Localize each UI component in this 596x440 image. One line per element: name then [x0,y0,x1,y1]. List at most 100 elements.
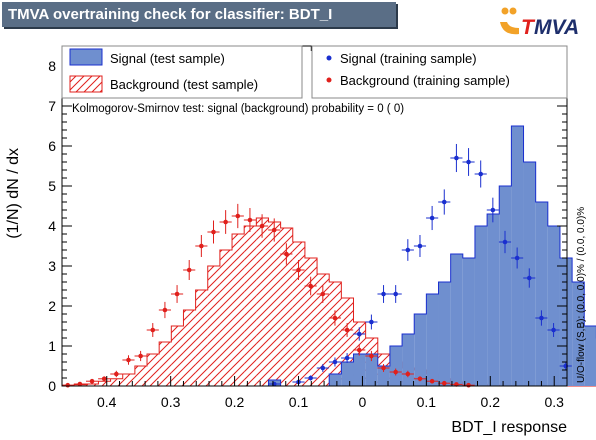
data-point [462,148,475,176]
data-point [328,357,342,367]
hist-bin [98,381,111,386]
hist-bin [244,226,257,386]
hist-bin [195,290,208,386]
data-point [389,285,402,303]
data-point [170,285,184,303]
data-point [110,370,123,378]
data-point [304,375,317,381]
hist-bin [402,334,415,386]
hist-bin [122,374,135,386]
legend-marker-signal-training [326,55,332,61]
hist-bin [110,378,123,386]
data-point [341,323,354,337]
y-tick-label: 8 [48,58,56,74]
hist-bin [292,242,305,386]
data-point [438,189,451,215]
data-point [450,143,463,173]
overflow-label: U/O-flow (S,B): (0.0, 0.0)% / (0.0, 0.0)… [576,207,587,383]
hist-bin [572,282,585,386]
data-point [401,370,414,378]
data-point [292,259,305,281]
x-tick-label: 0.3 [161,394,181,410]
data-point [365,350,378,362]
y-tick-label: 6 [48,138,56,154]
data-point [523,268,536,288]
logo-arc [500,22,519,35]
data-point [243,208,257,232]
hist-bin [535,202,548,386]
legend-label-signal-test: Signal (test sample) [110,51,225,66]
hist-bin [329,374,342,386]
hist-bin [134,366,148,386]
data-point [353,344,366,356]
data-point [413,235,427,257]
x-tick-label: 0.1 [417,394,437,410]
data-point [316,364,329,372]
logo-text: MVA [534,16,579,38]
hist-bin [365,354,378,386]
hist-bin [499,186,512,386]
hist-bin [183,310,196,386]
data-point [377,285,390,303]
legend-label-background-test: Background (test sample) [110,77,258,92]
data-point [98,376,111,382]
hist-bin [304,258,318,386]
legend-label-background-training: Background (training sample) [340,73,510,88]
hist-bin [584,326,596,386]
x-tick-label: 0.2 [481,394,501,410]
y-tick-label: 2 [48,298,56,314]
data-point [401,239,414,261]
y-tick-label: 3 [48,258,56,274]
hist-bin [450,254,463,386]
x-tick-label: 0.2 [225,394,245,410]
hist-bin [426,294,439,386]
y-tick-label: 0 [48,378,56,394]
data-point [474,160,487,188]
signal-training-points [268,143,572,387]
legend-swatch-background-test [69,75,103,93]
hist-bin [86,384,99,386]
hist-bin [341,362,354,386]
data-point [426,205,439,231]
legend: Signal (test sample) Signal (training sa… [61,45,568,99]
legend-marker-background-training [326,77,332,83]
hist-bin [547,226,560,386]
data-point [158,301,171,319]
x-tick-label: 0.4 [97,394,117,410]
hist-bin [389,346,403,386]
data-point [316,285,329,303]
x-tick-label: 0.1 [289,394,309,410]
hist-bin [159,342,172,386]
data-point [207,220,220,244]
data-point [486,197,499,223]
y-tick-label: 4 [48,218,56,234]
data-point [280,243,293,265]
hist-bin [207,266,220,386]
hist-bin [474,226,488,386]
data-point [365,314,378,330]
background-training-points [61,203,475,388]
data-point [413,376,427,382]
data-point [535,310,548,326]
legend-swatch-signal-test [69,48,103,66]
data-point [328,310,342,326]
title-box: TMVA overtraining check for classifier: … [2,2,396,27]
data-point [498,230,512,254]
data-point [134,350,147,362]
y-tick-label: 7 [48,98,56,114]
legend-label-signal-training: Signal (training sample) [340,51,477,66]
data-point [73,381,86,387]
data-point [219,210,232,234]
ks-test-label: Kolmogorov-Smirnov test: signal (backgro… [72,103,404,115]
data-point [341,353,354,363]
data-point [353,327,366,341]
hist-bin [147,354,160,386]
logo-dot-2 [509,7,517,15]
data-point [511,247,524,269]
hist-bin [462,258,475,386]
legend-right-box [311,45,568,99]
tmva-logo: T MVA [500,7,579,38]
data-point [146,323,159,337]
hist-bin [487,214,500,386]
